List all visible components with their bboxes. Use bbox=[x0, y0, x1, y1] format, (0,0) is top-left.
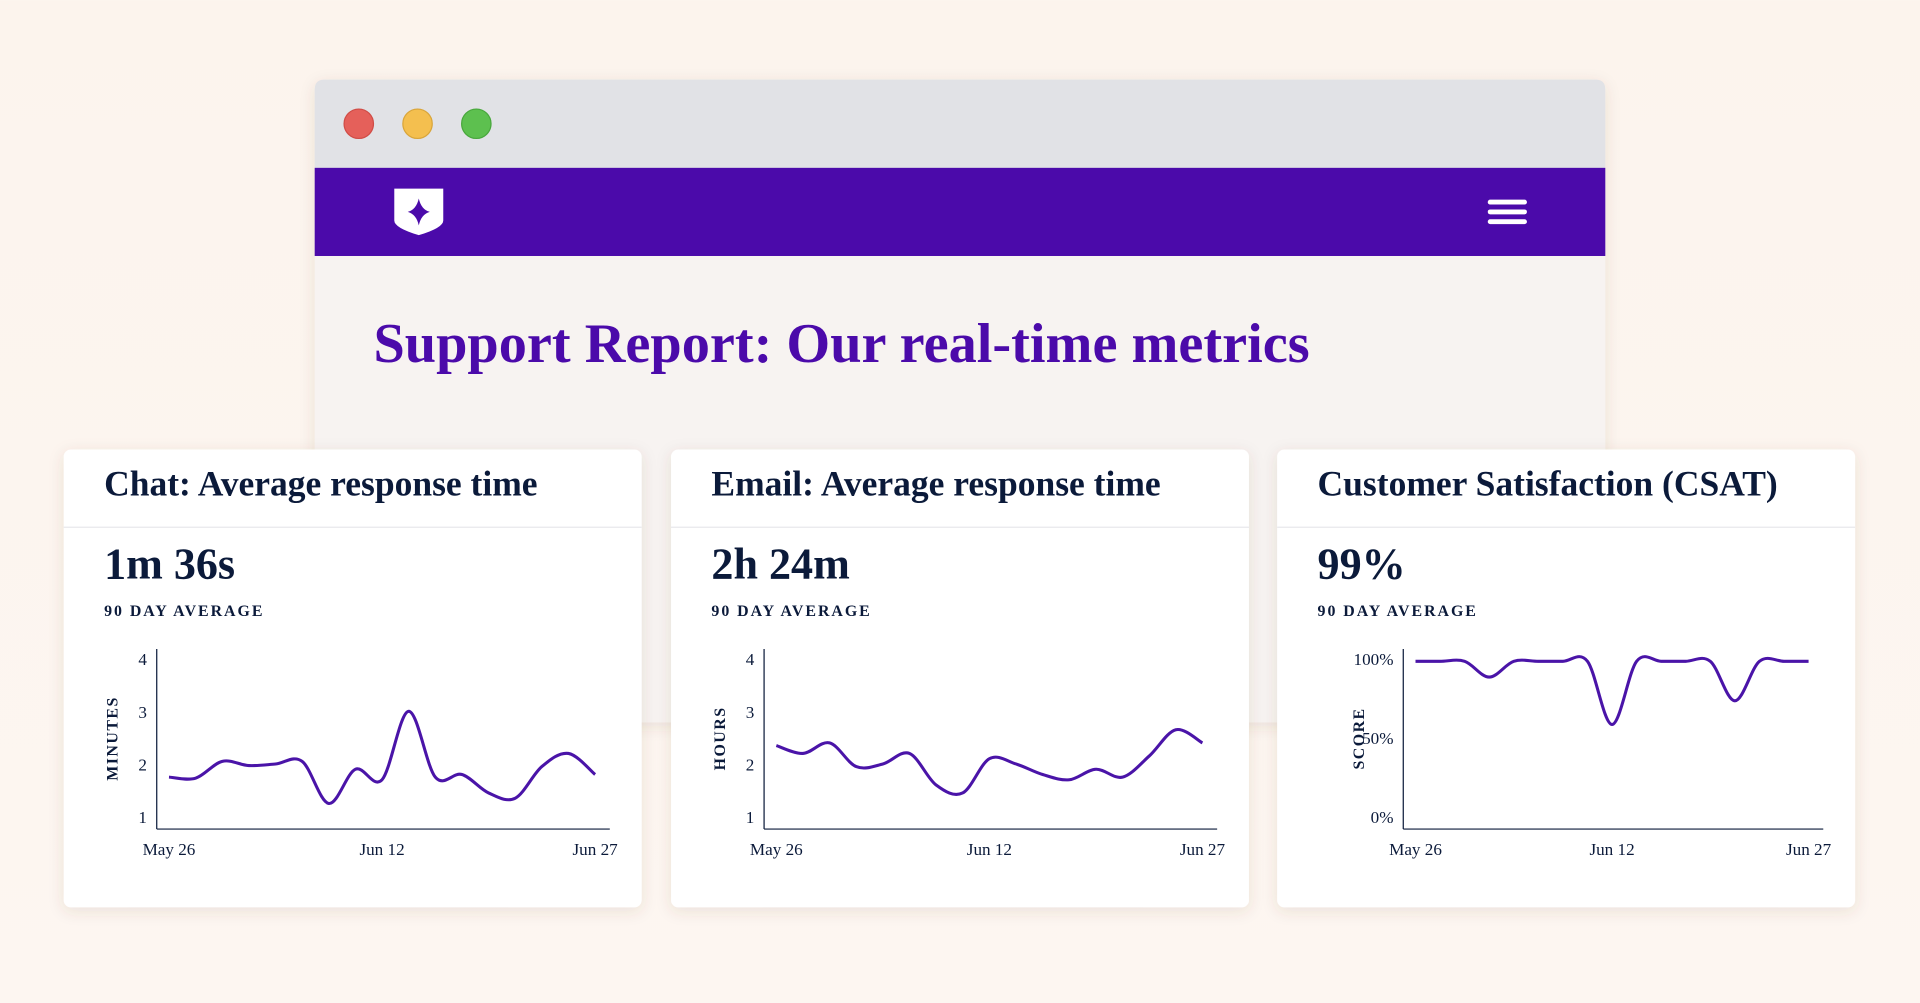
headline-value: 2h 24m bbox=[711, 539, 849, 588]
x-tick-label: Jun 27 bbox=[1180, 840, 1226, 859]
window-titlebar bbox=[314, 79, 1606, 168]
y-tick-label: 1 bbox=[746, 808, 755, 827]
metric-card bbox=[1277, 449, 1856, 908]
y-axis-label: HOURS bbox=[712, 706, 729, 770]
data-line bbox=[775, 728, 1204, 796]
headline-caption: 90 DAY AVERAGE bbox=[711, 603, 871, 620]
x-tick-label: May 26 bbox=[1389, 840, 1442, 859]
y-tick-label: 50% bbox=[1362, 729, 1393, 748]
card-background bbox=[1277, 449, 1856, 908]
y-axis-label: MINUTES bbox=[105, 696, 122, 781]
y-tick-label: 2 bbox=[746, 756, 755, 775]
y-tick-label: 4 bbox=[138, 650, 147, 669]
headline-value: 1m 36s bbox=[104, 539, 235, 588]
metric-card bbox=[63, 449, 642, 908]
y-tick-label: 0% bbox=[1371, 808, 1394, 827]
card-background bbox=[63, 449, 642, 908]
data-line bbox=[168, 709, 597, 805]
nav-bar bbox=[314, 167, 1606, 256]
x-tick-label: Jun 12 bbox=[359, 840, 404, 859]
data-line bbox=[1415, 655, 1809, 727]
x-tick-label: May 26 bbox=[143, 840, 196, 859]
x-tick-label: May 26 bbox=[750, 840, 803, 859]
page-title: Support Report: Our real-time metrics bbox=[373, 313, 1309, 375]
minimize-button[interactable] bbox=[402, 108, 433, 140]
x-tick-label: Jun 27 bbox=[573, 840, 619, 859]
headline-value: 99% bbox=[1318, 539, 1406, 588]
card-background bbox=[671, 449, 1249, 908]
y-tick-label: 2 bbox=[138, 756, 147, 775]
card-title: Customer Satisfaction (CSAT) bbox=[1318, 464, 1778, 504]
x-tick-label: Jun 12 bbox=[1589, 840, 1634, 859]
y-axis-label: SCORE bbox=[1351, 707, 1368, 769]
y-tick-label: 4 bbox=[746, 650, 755, 669]
x-tick-label: Jun 12 bbox=[967, 840, 1012, 859]
metric-card bbox=[671, 449, 1249, 908]
card-title: Email: Average response time bbox=[711, 464, 1160, 504]
headline-caption: 90 DAY AVERAGE bbox=[1318, 603, 1478, 620]
y-tick-label: 3 bbox=[746, 703, 755, 722]
y-tick-label: 3 bbox=[138, 703, 147, 722]
logo[interactable] bbox=[394, 188, 444, 236]
menu-button[interactable] bbox=[1487, 199, 1527, 225]
y-tick-label: 1 bbox=[138, 808, 147, 827]
x-tick-label: Jun 27 bbox=[1786, 840, 1832, 859]
maximize-button[interactable] bbox=[461, 108, 492, 140]
y-tick-label: 100% bbox=[1354, 650, 1394, 669]
headline-caption: 90 DAY AVERAGE bbox=[104, 603, 264, 620]
card-title: Chat: Average response time bbox=[104, 464, 537, 504]
close-button[interactable] bbox=[343, 108, 375, 140]
